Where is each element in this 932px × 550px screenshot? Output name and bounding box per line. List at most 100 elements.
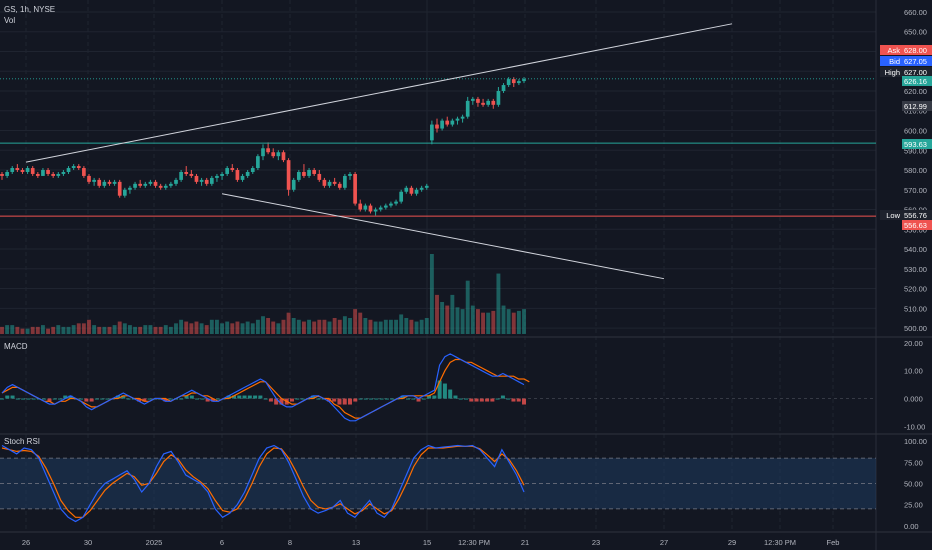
volume-bar	[516, 310, 521, 334]
candle-body	[317, 173, 322, 180]
candle-body	[76, 166, 81, 169]
macd-hist-bar	[210, 398, 215, 402]
candle-body	[307, 170, 311, 176]
price-tick-label: 570.00	[904, 186, 927, 195]
volume-bar	[429, 254, 434, 334]
candle-body	[465, 100, 470, 117]
volume-bar	[87, 319, 91, 334]
volume-bar	[486, 312, 491, 334]
volume-bar	[133, 326, 138, 334]
volume-bar	[81, 323, 86, 334]
macd-label[interactable]: MACD	[4, 342, 28, 351]
volume-bar	[327, 321, 332, 334]
volume-bar	[414, 321, 419, 334]
ask-value: 628.00	[904, 46, 927, 55]
red-line-tag: 556.63	[904, 221, 927, 230]
volume-bar	[470, 305, 475, 334]
stoch-rsi-tick-label: 50.00	[904, 480, 923, 489]
macd-hist-bar	[511, 398, 516, 402]
candle-body	[496, 90, 501, 105]
macd-hist-bar	[358, 398, 363, 400]
stoch-rsi-label[interactable]: Stoch RSI	[4, 437, 40, 446]
candle-body	[112, 181, 117, 184]
macd-hist-bar	[453, 395, 458, 399]
volume-bar	[66, 326, 71, 334]
volume-bar	[440, 302, 445, 334]
candle-body	[373, 209, 378, 212]
axes: 660.00650.00640.00630.00620.00610.00600.…	[22, 8, 927, 547]
candle-body	[194, 175, 199, 182]
volume-bar	[250, 323, 255, 334]
macd-hist-bar	[216, 398, 221, 400]
macd-hist-bar	[295, 398, 300, 400]
macd-hist-bar	[290, 398, 294, 402]
volume-bar	[481, 312, 486, 334]
candle-body	[25, 168, 30, 172]
volume-bar	[102, 326, 107, 334]
candle-body	[46, 170, 50, 174]
volume-bar	[245, 321, 250, 334]
volume-bar	[445, 305, 450, 334]
candle-body	[128, 187, 132, 190]
candle-body	[204, 179, 209, 184]
candle-body	[358, 203, 363, 210]
macd-hist-bar	[421, 398, 426, 400]
volume-bar	[20, 328, 25, 334]
last-price-tag: 626.16	[904, 77, 927, 86]
candle-body	[20, 170, 25, 172]
macd-hist-bar	[516, 398, 521, 402]
low-value: 556.76	[904, 211, 927, 220]
volume-bar	[399, 314, 404, 334]
candle-body	[419, 187, 424, 190]
ask-label-bg	[880, 45, 902, 55]
macd-hist-bar	[247, 395, 252, 399]
macd-hist-bar	[179, 398, 184, 400]
price-tick-label: 660.00	[904, 8, 927, 17]
macd-hist-bar	[84, 398, 89, 402]
candle-body	[281, 152, 286, 161]
macd-hist-bar	[89, 398, 94, 402]
macd-hist-bar	[427, 395, 432, 399]
support-tag-bg	[902, 139, 932, 149]
candle-body	[481, 102, 485, 105]
candle-body	[225, 168, 230, 174]
candle-body	[383, 205, 388, 208]
macd-hist-bar	[137, 398, 142, 402]
candle-body	[312, 170, 317, 174]
volume-bar	[435, 294, 439, 334]
time-tick-label: 30	[84, 538, 92, 547]
price-tick-label: 580.00	[904, 166, 927, 175]
candle-body	[486, 100, 491, 105]
volume-bar	[383, 319, 388, 334]
macd-hist-bar	[500, 395, 505, 399]
volume-bar	[353, 309, 358, 334]
candles	[0, 77, 526, 216]
volume-bar	[307, 319, 312, 334]
volume-bar	[71, 325, 76, 334]
candle-body	[424, 185, 429, 188]
macd-hist-bar	[390, 398, 395, 400]
stoch-rsi-tick-label: 75.00	[904, 458, 923, 467]
time-tick-label: Feb	[827, 538, 840, 547]
macd-hist-bar	[142, 398, 147, 402]
price-tick-label: 520.00	[904, 285, 927, 294]
candle-body	[215, 175, 219, 178]
candle-body	[414, 189, 419, 194]
candle-body	[0, 173, 4, 176]
candle-body	[179, 171, 183, 180]
volume-bar	[276, 323, 281, 334]
stoch-rsi-tick-label: 0.00	[904, 522, 919, 531]
macd-pane	[0, 353, 876, 422]
candle-body	[353, 173, 357, 204]
stoch-rsi-tick-label: 100.00	[904, 437, 927, 446]
macd-signal-line	[1, 358, 530, 419]
macd-hist-bar	[168, 398, 173, 400]
low-value-bg	[902, 210, 932, 220]
candle-body	[5, 171, 9, 176]
macd-hist-bar	[469, 398, 474, 402]
high-label-bg	[880, 67, 902, 77]
volume-bar	[163, 325, 168, 334]
volume-bar	[291, 318, 296, 334]
